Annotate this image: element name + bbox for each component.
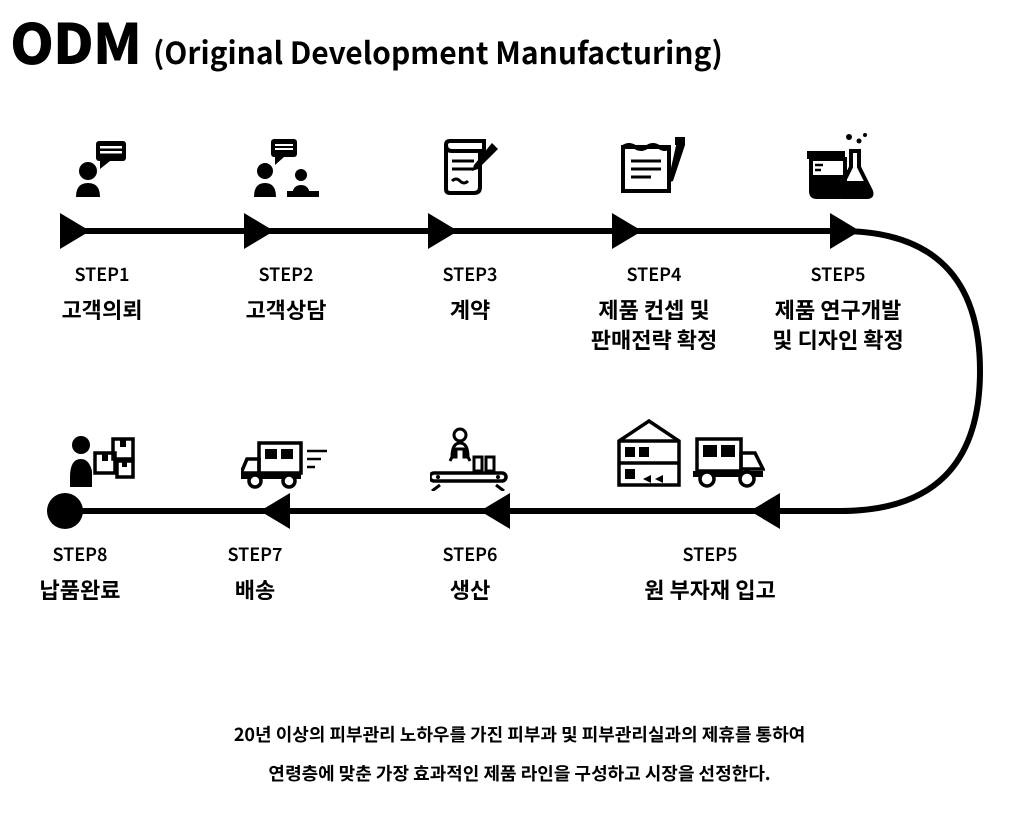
- step-title: 생산: [360, 575, 580, 605]
- step-num: STEP5: [746, 261, 930, 287]
- step-label: STEP7 배송: [150, 541, 360, 605]
- title-sub: (Original Development Manufacturing): [153, 29, 723, 73]
- step-label: STEP5 원 부자재 입고: [580, 541, 840, 605]
- step-num: STEP5: [580, 541, 840, 567]
- flow-path: [10, 206, 1010, 546]
- step-label: STEP1 고객의뢰: [10, 261, 194, 354]
- step-label: STEP4 제품 컨셉 및 판매전략 확정: [562, 261, 746, 354]
- step-title: 계약: [378, 295, 562, 325]
- step-label: STEP8 납품완료: [10, 541, 150, 605]
- step-title: 고객상담: [194, 295, 378, 325]
- step-title: 원 부자재 입고: [580, 575, 840, 605]
- step-num: STEP4: [562, 261, 746, 287]
- consultation-request-icon: [10, 121, 194, 201]
- step-num: STEP6: [360, 541, 580, 567]
- footer-description: 20년 이상의 피부관리 노하우를 가진 피부과 및 피부관리실과의 제휴를 통…: [10, 715, 1019, 794]
- step-title: 제품 컨셉 및 판매전략 확정: [562, 295, 746, 354]
- step-label: STEP6 생산: [360, 541, 580, 605]
- title-main: ODM: [10, 0, 141, 81]
- consultation-meeting-icon: [194, 121, 378, 201]
- research-design-icon: [746, 121, 930, 201]
- step-title: 제품 연구개발 및 디자인 확정: [746, 295, 930, 354]
- label-row-bottom: STEP8 납품완료 STEP7 배송 STEP6 생산 STEP5 원 부자재…: [10, 541, 930, 605]
- footer-line1: 20년 이상의 피부관리 노하우를 가진 피부과 및 피부관리실과의 제휴를 통…: [10, 715, 1019, 755]
- step-title: 배송: [150, 575, 360, 605]
- step-label: STEP2 고객상담: [194, 261, 378, 354]
- icon-row-top: [10, 121, 930, 201]
- step-label: STEP3 계약: [378, 261, 562, 354]
- footer-line2: 연령층에 맞춘 가장 효과적인 제품 라인을 구성하고 시장을 선정한다.: [10, 754, 1019, 794]
- process-flow-diagram: STEP1 고객의뢰 STEP2 고객상담 STEP3 계약 STEP4 제품 …: [10, 121, 1009, 701]
- label-row-top: STEP1 고객의뢰 STEP2 고객상담 STEP3 계약 STEP4 제품 …: [10, 261, 930, 354]
- step-num: STEP7: [150, 541, 360, 567]
- step-label: STEP5 제품 연구개발 및 디자인 확정: [746, 261, 930, 354]
- step-num: STEP8: [10, 541, 150, 567]
- contract-icon: [378, 121, 562, 201]
- step-title: 고객의뢰: [10, 295, 194, 325]
- concept-strategy-icon: [562, 121, 746, 201]
- step-num: STEP2: [194, 261, 378, 287]
- step-title: 납품완료: [10, 575, 150, 605]
- step-num: STEP3: [378, 261, 562, 287]
- step-num: STEP1: [10, 261, 194, 287]
